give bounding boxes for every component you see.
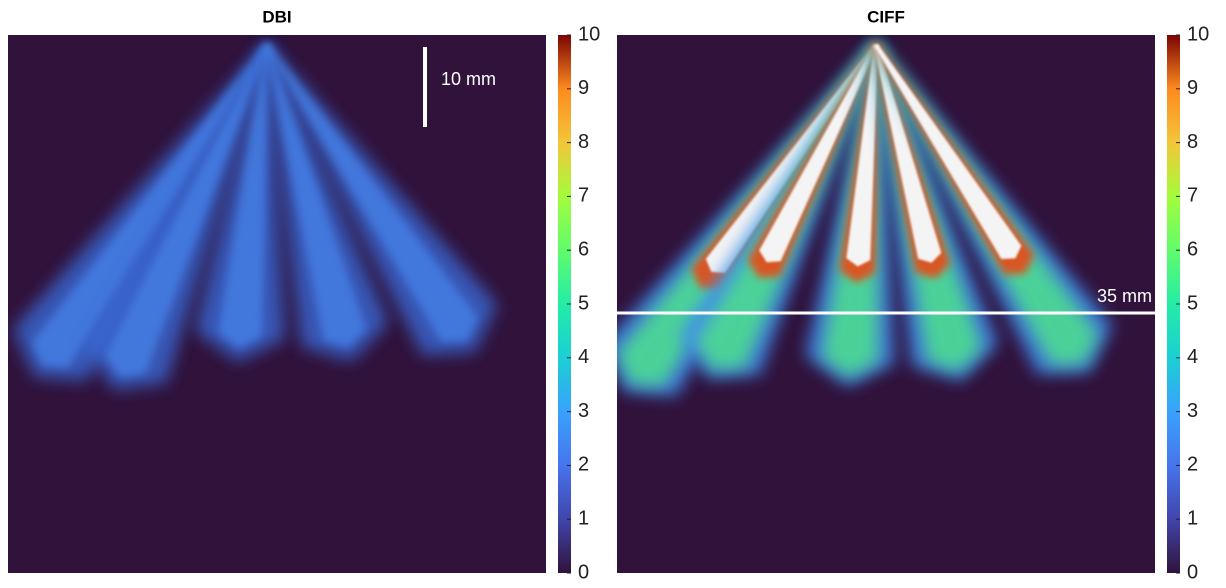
colorbar-tick-label: 9 — [578, 77, 589, 99]
spray-plume — [705, 43, 878, 274]
colorbar-tick-label: 6 — [578, 238, 589, 260]
colorbar-tick-label: 2 — [1187, 454, 1198, 476]
colorbar-tick-label: 6 — [1187, 238, 1198, 260]
colorbar-tick-label: 10 — [1187, 23, 1209, 45]
colorbar-tick-label: 4 — [578, 346, 589, 368]
colorbar — [558, 35, 571, 573]
colorbar-tick-label: 9 — [1187, 77, 1198, 99]
spray-plume — [265, 44, 367, 348]
spray-image — [617, 43, 1113, 397]
colorbar-tick-label: 5 — [1187, 292, 1198, 314]
colorbar-tick-label: 4 — [1187, 346, 1198, 368]
colorbar-tick-label: 0 — [578, 561, 589, 583]
spray-plume — [265, 43, 479, 343]
colorbar-tick-label: 7 — [1187, 185, 1198, 207]
spray-plume — [874, 43, 1022, 259]
spray-image — [13, 43, 498, 390]
colorbar-tick-label: 7 — [578, 185, 589, 207]
spray-plume — [846, 44, 878, 267]
colorbar-tick-label: 10 — [578, 23, 600, 45]
colorbar-tick-label: 1 — [1187, 507, 1198, 529]
colorbar-tick-label: 1 — [578, 507, 589, 529]
colorbar-tick-label: 8 — [1187, 131, 1198, 153]
colorbar-tick-label: 3 — [578, 400, 589, 422]
spray-plume — [218, 44, 269, 349]
colorbar-tick-label: 3 — [1187, 400, 1198, 422]
colorbar-tick-label: 0 — [1187, 561, 1198, 583]
spray-plume — [759, 44, 878, 263]
measurement-label: 35 mm — [1097, 286, 1152, 306]
panel-title: CIFF — [867, 7, 905, 26]
scale-bar-label: 10 mm — [441, 69, 496, 89]
colorbar-tick-label: 8 — [578, 131, 589, 153]
colorbar — [1167, 35, 1180, 573]
panel-title: DBI — [262, 7, 291, 26]
spray-plume — [874, 44, 942, 263]
colorbar-tick-label: 2 — [578, 454, 589, 476]
colorbar-tick-label: 5 — [578, 292, 589, 314]
spray-plume — [31, 43, 269, 368]
spray-plume — [104, 44, 269, 378]
